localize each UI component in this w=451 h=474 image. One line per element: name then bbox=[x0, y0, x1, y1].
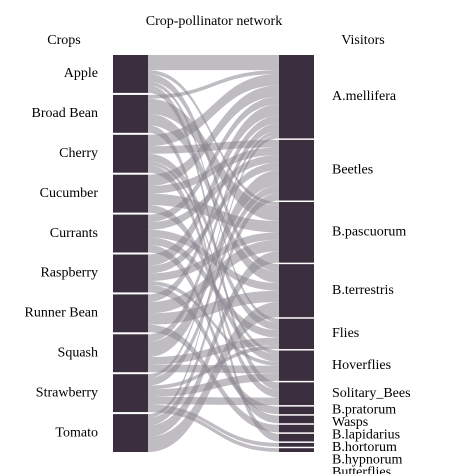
visitor-label: Solitary_Bees bbox=[332, 386, 411, 401]
crop-node bbox=[113, 334, 148, 373]
link bbox=[148, 73, 279, 147]
visitor-node bbox=[279, 415, 314, 424]
link bbox=[148, 396, 279, 406]
link bbox=[148, 162, 279, 274]
link bbox=[148, 55, 279, 71]
crop-node bbox=[113, 214, 148, 253]
visitor-label: B.terrestris bbox=[332, 283, 394, 298]
crop-node bbox=[113, 94, 148, 133]
link bbox=[148, 85, 279, 187]
visitor-node bbox=[279, 139, 314, 201]
link bbox=[148, 130, 279, 378]
nodes: Apple Broad Bean Cherry Cucumber Currants Ras… bbox=[25, 55, 411, 474]
link bbox=[148, 155, 279, 230]
visitor-label: B.pascuorum bbox=[332, 225, 406, 240]
visitor-node bbox=[279, 318, 314, 350]
visitor-node bbox=[279, 406, 314, 415]
link bbox=[148, 244, 279, 424]
visitor-node bbox=[279, 202, 314, 263]
link bbox=[148, 70, 279, 99]
link bbox=[148, 153, 279, 331]
visitor-label: Beetles bbox=[332, 162, 373, 177]
visitor-node bbox=[279, 433, 314, 442]
link bbox=[148, 373, 279, 397]
visitor-node bbox=[279, 382, 314, 406]
crop-node bbox=[113, 55, 148, 93]
link bbox=[148, 302, 279, 452]
visitor-node bbox=[279, 55, 314, 139]
crop-label: Runner Bean bbox=[25, 306, 98, 321]
link bbox=[148, 408, 279, 452]
crop-node bbox=[113, 414, 148, 452]
visitor-label: B.lapidarius bbox=[332, 428, 400, 443]
visitor-node bbox=[279, 424, 314, 433]
crop-label: Cucumber bbox=[40, 186, 99, 201]
link bbox=[148, 113, 279, 284]
link bbox=[148, 404, 279, 447]
link bbox=[148, 104, 279, 266]
visitor-label: Flies bbox=[332, 326, 359, 341]
crop-label: Raspberry bbox=[40, 266, 98, 281]
visitor-node bbox=[279, 442, 314, 447]
link bbox=[148, 96, 279, 223]
link bbox=[148, 251, 279, 437]
link bbox=[148, 85, 279, 390]
visitor-label: Hoverflies bbox=[332, 358, 391, 373]
crop-label: Currants bbox=[50, 226, 98, 241]
visitor-label: B.hypnorum bbox=[332, 453, 403, 468]
visitor-label: Wasps bbox=[332, 415, 368, 430]
crop-label: Broad Bean bbox=[32, 106, 98, 121]
crop-label: Apple bbox=[64, 66, 98, 81]
link bbox=[148, 170, 279, 358]
crop-node bbox=[113, 134, 148, 173]
crop-node bbox=[113, 254, 148, 293]
crop-label: Cherry bbox=[59, 146, 98, 161]
link bbox=[148, 123, 279, 342]
link bbox=[148, 139, 279, 154]
link bbox=[148, 192, 279, 426]
crop-label: Squash bbox=[58, 345, 98, 360]
visitor-label: A.mellifera bbox=[332, 89, 397, 104]
left-heading: Crops bbox=[47, 33, 80, 48]
crop-label: Tomato bbox=[55, 425, 98, 440]
right-heading: Visitors bbox=[341, 33, 385, 48]
link bbox=[148, 345, 279, 390]
visitor-node bbox=[279, 448, 314, 452]
link bbox=[148, 281, 279, 366]
visitor-label: Butterflies bbox=[332, 465, 391, 474]
link bbox=[148, 115, 279, 302]
visitor-label: B.hortorum bbox=[332, 440, 397, 455]
visitor-node bbox=[279, 350, 314, 381]
link bbox=[148, 185, 279, 386]
visitor-label: B.pratorum bbox=[332, 403, 396, 418]
crop-label: Strawberry bbox=[36, 385, 98, 400]
links bbox=[148, 55, 279, 452]
link bbox=[148, 134, 279, 418]
visitor-node bbox=[279, 264, 314, 318]
chart-title: Crop-pollinator network bbox=[146, 14, 282, 29]
crop-node bbox=[113, 374, 148, 413]
crop-node bbox=[113, 174, 148, 213]
crop-node bbox=[113, 294, 148, 333]
